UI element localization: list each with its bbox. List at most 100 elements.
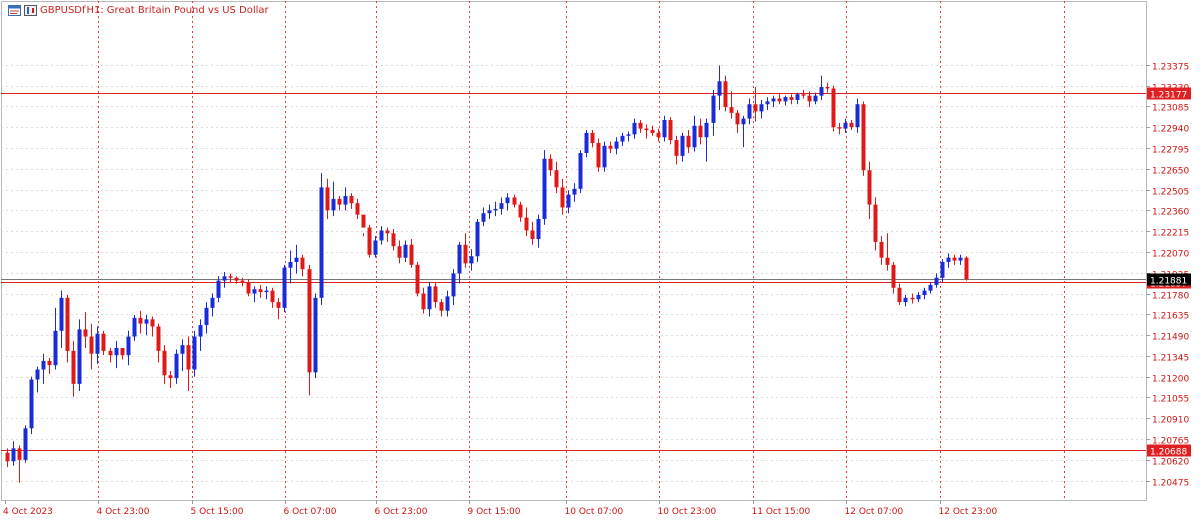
candle-body xyxy=(132,317,137,337)
candle-body xyxy=(222,276,227,281)
candle-body xyxy=(258,289,263,293)
chart-header: GBPUSDf H1: Great Britain Pound vs US Dol… xyxy=(8,5,269,16)
candle-body xyxy=(903,297,908,303)
candle-body xyxy=(150,319,155,327)
candle-body xyxy=(41,360,46,370)
candle-body xyxy=(656,132,661,138)
candle-body xyxy=(771,98,776,102)
candle-body xyxy=(367,227,372,255)
candle-body xyxy=(29,379,34,429)
candle-body xyxy=(692,125,697,148)
candle-body xyxy=(204,307,209,326)
candle-body xyxy=(445,296,450,311)
candle-body xyxy=(596,142,601,168)
candle-body xyxy=(952,257,957,261)
candle-body xyxy=(572,188,577,195)
candle-body xyxy=(439,302,444,311)
candle-body xyxy=(717,81,722,96)
candle-body xyxy=(795,94,800,100)
candle-body xyxy=(35,369,40,380)
candle-body xyxy=(560,187,565,208)
candle-body xyxy=(891,264,896,288)
candle-body xyxy=(47,360,52,366)
x-tick-label: 11 Oct 15:00 xyxy=(752,507,811,517)
candle-body xyxy=(620,135,625,142)
candle-body xyxy=(300,257,305,270)
candle-body xyxy=(861,104,866,171)
candle-body xyxy=(77,329,82,384)
y-tick-label: 1.20910 xyxy=(1152,416,1189,426)
candle-body xyxy=(313,297,318,373)
candle-body xyxy=(210,297,215,308)
candle-body xyxy=(481,213,486,222)
candle-body xyxy=(849,122,854,128)
candle-body xyxy=(499,203,504,209)
candle-body xyxy=(530,230,535,240)
candle-body xyxy=(777,98,782,102)
candle-body xyxy=(843,122,848,129)
candle-body xyxy=(126,336,131,356)
candle-body xyxy=(518,204,523,218)
candle-body xyxy=(53,330,58,366)
candle-body xyxy=(11,448,16,462)
y-tick-label: 1.21490 xyxy=(1152,333,1189,343)
candle-body xyxy=(674,140,679,156)
candle-body xyxy=(409,244,414,265)
candle-body xyxy=(463,244,468,264)
candle-body xyxy=(475,221,480,257)
candle-body xyxy=(325,187,330,211)
current-price-tag xyxy=(1147,273,1191,286)
candle-body xyxy=(536,218,541,240)
candle-body xyxy=(524,217,529,231)
candle-body xyxy=(783,97,788,102)
candle-body xyxy=(487,210,492,214)
candle-body xyxy=(433,286,438,303)
x-tick-label: 9 Oct 15:00 xyxy=(468,507,521,517)
candle-body xyxy=(264,290,269,293)
candle-body xyxy=(855,104,860,128)
candle-body xyxy=(644,128,649,131)
candle-body xyxy=(704,122,709,138)
candle-body xyxy=(114,348,119,356)
y-tick-label: 1.22650 xyxy=(1152,167,1189,177)
candle-body xyxy=(23,428,28,460)
y-tick-label: 1.22940 xyxy=(1152,125,1189,135)
candle-body xyxy=(825,87,830,89)
candle-body xyxy=(120,348,125,356)
candle-body xyxy=(602,145,607,168)
y-tick-label: 1.22360 xyxy=(1152,208,1189,218)
candle-body xyxy=(922,290,927,295)
candle-body xyxy=(910,297,915,300)
candle-body xyxy=(180,345,185,354)
candle-body xyxy=(240,280,245,283)
candle-body xyxy=(578,152,583,189)
y-tick-label: 1.22070 xyxy=(1152,250,1189,260)
y-tick-label: 1.21055 xyxy=(1152,395,1189,405)
candle-body xyxy=(59,297,64,331)
candle-body xyxy=(361,214,366,228)
candle-body xyxy=(198,325,203,337)
candle-body xyxy=(162,350,167,376)
candle-body xyxy=(729,107,734,113)
level-price-label: 1.23177 xyxy=(1150,91,1187,101)
candle-body xyxy=(668,120,673,141)
x-tick-label: 12 Oct 23:00 xyxy=(939,507,998,517)
candle-body xyxy=(186,345,191,370)
candle-body xyxy=(71,350,76,384)
candle-body xyxy=(548,158,553,171)
x-tick-label: 5 Oct 15:00 xyxy=(191,507,244,517)
candle-body xyxy=(469,256,474,264)
candle-body xyxy=(885,257,890,265)
y-tick-label: 1.20620 xyxy=(1152,458,1189,468)
candle-body xyxy=(614,141,619,149)
candle-body xyxy=(415,264,420,294)
candle-body xyxy=(686,135,691,148)
y-tick-label: 1.22215 xyxy=(1152,229,1189,239)
timeframe-label: H1: xyxy=(86,5,104,16)
chart-menu-icon[interactable] xyxy=(8,5,21,16)
candle-body xyxy=(638,122,643,129)
candle-body xyxy=(385,230,390,234)
candle-body xyxy=(837,127,842,129)
